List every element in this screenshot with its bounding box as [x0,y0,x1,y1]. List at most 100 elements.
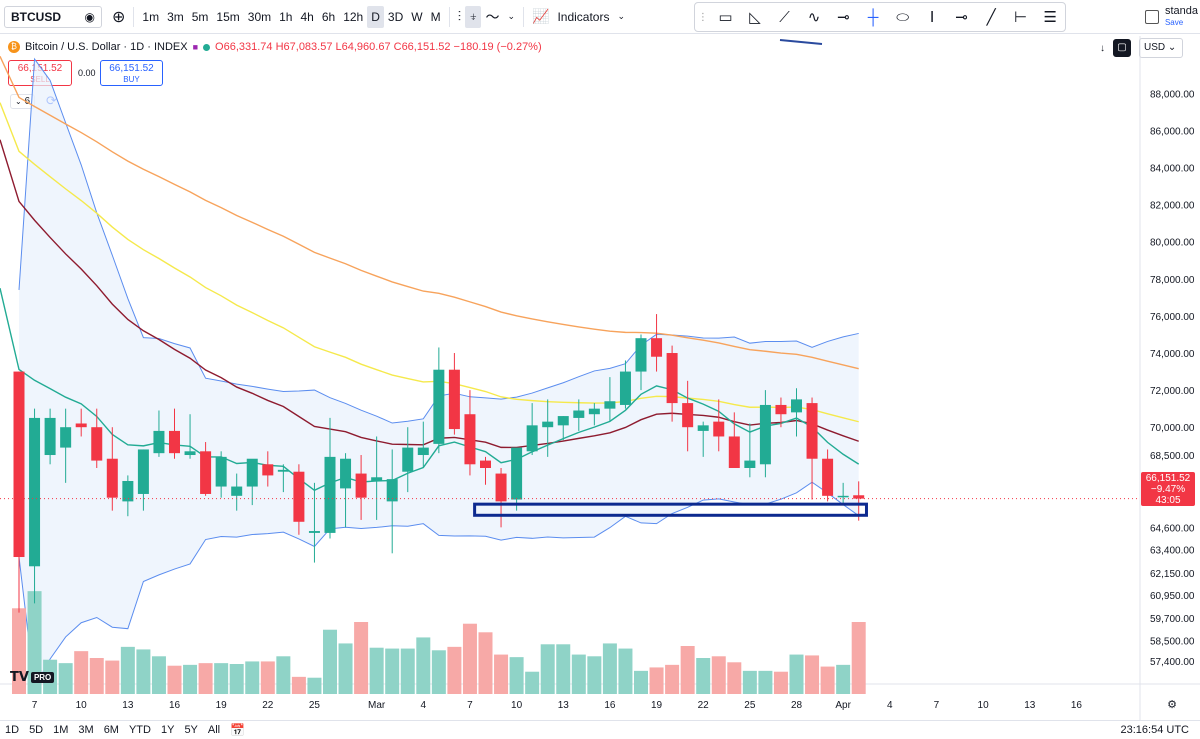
add-symbol-icon[interactable]: ⊕ [112,8,126,26]
volume-bar [151,656,166,694]
range-3m[interactable]: 3M [78,724,94,736]
buy-button[interactable]: 66,151.52 BUY [100,60,163,86]
hide-icon[interactable]: ■ [192,42,199,52]
volume-bar [540,644,555,694]
interval-1h[interactable]: 1h [279,9,293,24]
candle-body [791,399,802,413]
text-tool-icon[interactable]: Ⅰ [929,9,935,26]
bottom-bar: 1D 5D 1M 3M 6M YTD 1Y 5Y All 📅 23:16:54 UTC [0,720,1200,739]
time-tick-label: 19 [216,700,228,711]
chevron-down-icon[interactable]: ⌄ [507,11,516,21]
candle-body [91,427,103,461]
line-chart-icon[interactable]: 〜 [485,8,500,25]
range-ytd[interactable]: YTD [128,724,151,736]
volume-bar [276,656,291,694]
curve-tool-icon[interactable]: ∿ [807,9,821,26]
time-tick-label: 16 [169,700,181,711]
separator [448,6,450,27]
ema-maroon-line [0,139,859,449]
ray-tool-icon[interactable]: ⊸ [955,9,968,26]
buy-price: 66,151.52 [109,63,154,74]
candle-body [293,471,305,522]
price-chart[interactable]: 57,400.00 58,500.00 59,700.00 60,950.00 62,1… [0,36,1200,720]
interval-d[interactable]: D [367,5,384,28]
price-change: −9.47% [1150,484,1186,495]
interval-3d[interactable]: 3D [387,9,404,24]
volume-bar [649,667,664,694]
ellipse-tool-icon[interactable]: ⬭ [896,8,909,26]
interval-m[interactable]: M [430,9,441,24]
interval-15m[interactable]: 15m [216,9,240,24]
layout-checkbox[interactable] [1144,10,1159,24]
range-1m[interactable]: 1M [53,724,69,736]
interval-4h[interactable]: 4h [300,9,314,24]
utc-clock[interactable]: 23:16:54 UTC [1120,724,1189,736]
range-6m[interactable]: 6M [103,724,119,736]
candle-body [340,458,352,489]
chevron-down-icon[interactable]: ⌄ [617,11,626,21]
measure-tool-icon[interactable]: ⊢ [1014,9,1028,26]
interval-5m[interactable]: 5m [191,9,209,24]
range-all[interactable]: All [207,724,221,736]
interval-w[interactable]: W [411,9,423,24]
candle-body [837,495,849,498]
candle-body [651,338,663,357]
range-1y[interactable]: 1Y [160,724,175,736]
indicators-icon[interactable]: 📈 [532,8,550,24]
ohlc-values: O66,331.74 H67,083.57 L64,960.67 C66,151… [215,41,542,53]
eye-icon[interactable]: ◉ [84,9,95,24]
candle-body [44,417,56,456]
candle-body [137,449,149,494]
horizontal-line-icon[interactable]: ⊸ [837,9,850,26]
time-tick-label: 10 [76,700,88,711]
price-tick-label: 78,000.00 [1150,275,1195,286]
trend-line-icon[interactable]: ⟋ [779,8,790,26]
interval-12h[interactable]: 12h [343,9,364,24]
interval-6h[interactable]: 6h [321,9,336,24]
volume-bar [120,646,135,694]
current-price-tag: 66,151.52 −9.47% 43:05 [1141,472,1195,506]
candle-body [324,456,336,533]
indicators-button[interactable]: Indicators [557,9,610,24]
tv-icon: 𝗧𝗩 [10,669,29,684]
candle-body [29,417,41,567]
symbol-search[interactable]: BTCUSD ◉ [4,5,102,28]
currency-select[interactable]: USD ⌄ [1139,38,1183,58]
time-tick-label: Apr [835,700,851,711]
range-5y[interactable]: 5Y [184,724,198,736]
drag-handle-icon[interactable]: ⋮ [697,11,708,23]
rectangle-tool-icon[interactable]: ▭ [718,9,733,26]
crosshair-icon[interactable]: ┼ [867,8,879,26]
volume-bar [385,648,400,694]
interval-1m[interactable]: 1m [142,9,160,24]
save-label[interactable]: Save [1164,18,1184,27]
candle-body [386,479,398,502]
fib-tool-icon[interactable]: ☰ [1043,9,1057,26]
candle-body [433,369,445,444]
line-tool-icon[interactable]: ╱ [986,9,996,26]
time-tick-label: Mar [368,700,386,711]
layout-save[interactable]: standa Save [1165,6,1198,28]
price-tick-label: 63,400.00 [1150,546,1195,557]
candle-body [122,480,134,502]
tradingview-logo: 𝗧𝗩 PRO [10,669,55,685]
volume-bar [12,608,26,694]
bar-chart-icon[interactable]: ⫶ [457,8,462,24]
candle-chart-icon[interactable]: ⍖ [465,5,482,28]
time-tick-label: 25 [309,700,321,711]
triangle-tool-icon[interactable]: ◺ [749,9,761,26]
calendar-icon[interactable]: 📅 [230,723,246,737]
price-tick-label: 82,000.00 [1150,201,1195,212]
interval-30m[interactable]: 30m [247,9,272,24]
range-1d[interactable]: 1D [5,724,20,736]
interval-list: 1m 3m 5m 15m 30m 1h 4h 6h 12h D 3D W M [138,5,444,28]
price-tick-label: 68,500.00 [1150,451,1195,462]
interval-3m[interactable]: 3m [167,9,184,24]
auto-scale-icon[interactable]: ▢ [1113,39,1131,57]
volume-bar [447,646,462,694]
volume-bar [354,622,369,694]
arrow-down-icon[interactable]: ↓ [1100,42,1105,54]
candle-body [526,425,538,452]
range-5d[interactable]: 5D [29,724,44,736]
candle-body [728,436,740,468]
